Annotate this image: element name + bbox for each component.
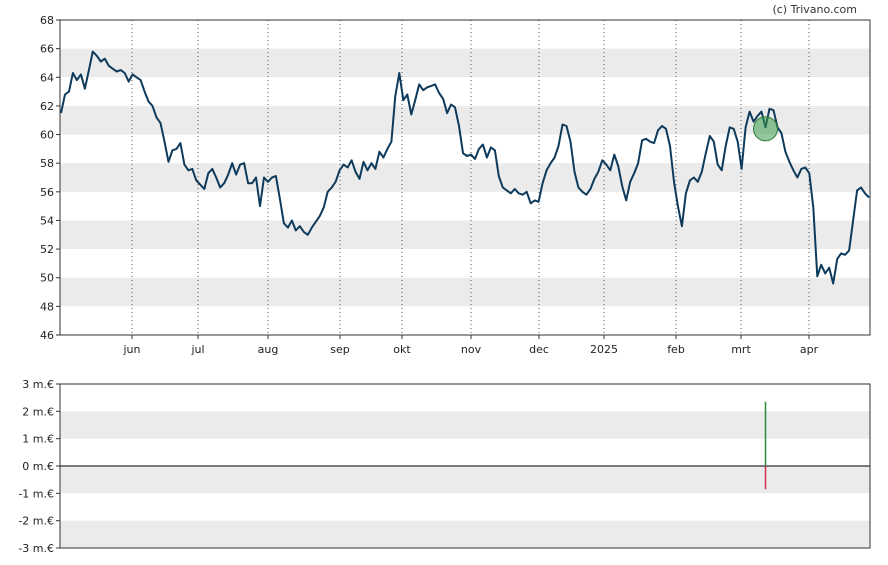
- y-tick-label: 58: [40, 157, 54, 170]
- y-tick-label: -3 m.€: [18, 542, 54, 555]
- y-tick-label: 50: [40, 272, 54, 285]
- grid-band: [60, 105, 870, 135]
- x-tick-label: feb: [667, 343, 685, 356]
- x-tick-label: 2025: [590, 343, 618, 356]
- x-tick-label: aug: [258, 343, 279, 356]
- x-tick-label: apr: [800, 343, 819, 356]
- y-tick-label: 66: [40, 43, 54, 56]
- grid-band: [60, 466, 870, 494]
- y-tick-label: 1 m.€: [22, 433, 54, 446]
- grid-band: [60, 48, 870, 78]
- y-tick-label: 0 m.€: [22, 460, 54, 473]
- grid-band: [60, 277, 870, 307]
- volume-chart: 3 m.€ 2 m.€ 1 m.€ 0 m.€ -1 m.€ -2 m.€ -3 m.€: [18, 378, 871, 555]
- y-tick-label: -2 m.€: [18, 515, 54, 528]
- y-tick-label: 56: [40, 186, 54, 199]
- y-tick-label: 60: [40, 129, 54, 142]
- y-tick-label: 3 m.€: [22, 378, 54, 391]
- x-tick-label: okt: [393, 343, 411, 356]
- grid-band: [60, 163, 870, 192]
- y-tick-label: 46: [40, 329, 54, 342]
- x-tick-label: jul: [190, 343, 204, 356]
- x-tick-label: jun: [123, 343, 141, 356]
- x-tick-label: mrt: [731, 343, 751, 356]
- y-tick-label: 2 m.€: [22, 405, 54, 418]
- y-tick-label: 68: [40, 14, 54, 27]
- grid-band: [60, 220, 870, 250]
- event-marker: [753, 116, 779, 142]
- y-tick-label: 48: [40, 300, 54, 313]
- y-tick-label: 64: [40, 71, 54, 84]
- x-tick-label: sep: [330, 343, 349, 356]
- x-tick-label: nov: [461, 343, 482, 356]
- y-tick-label: 54: [40, 214, 54, 227]
- grid-band: [60, 520, 870, 548]
- x-tick-label: dec: [529, 343, 549, 356]
- copyright-text: (c) Trivano.com: [772, 3, 857, 16]
- y-tick-label: 52: [40, 243, 54, 256]
- grid-band: [60, 411, 870, 439]
- y-tick-label: 62: [40, 100, 54, 113]
- price-line: [60, 50, 870, 285]
- price-plot-frame: [59, 19, 871, 336]
- y-tick-label: -1 m.€: [18, 487, 54, 500]
- price-chart: jun jul aug sep okt nov dec 2025 feb mrt apr 46 48 50…: [40, 14, 871, 356]
